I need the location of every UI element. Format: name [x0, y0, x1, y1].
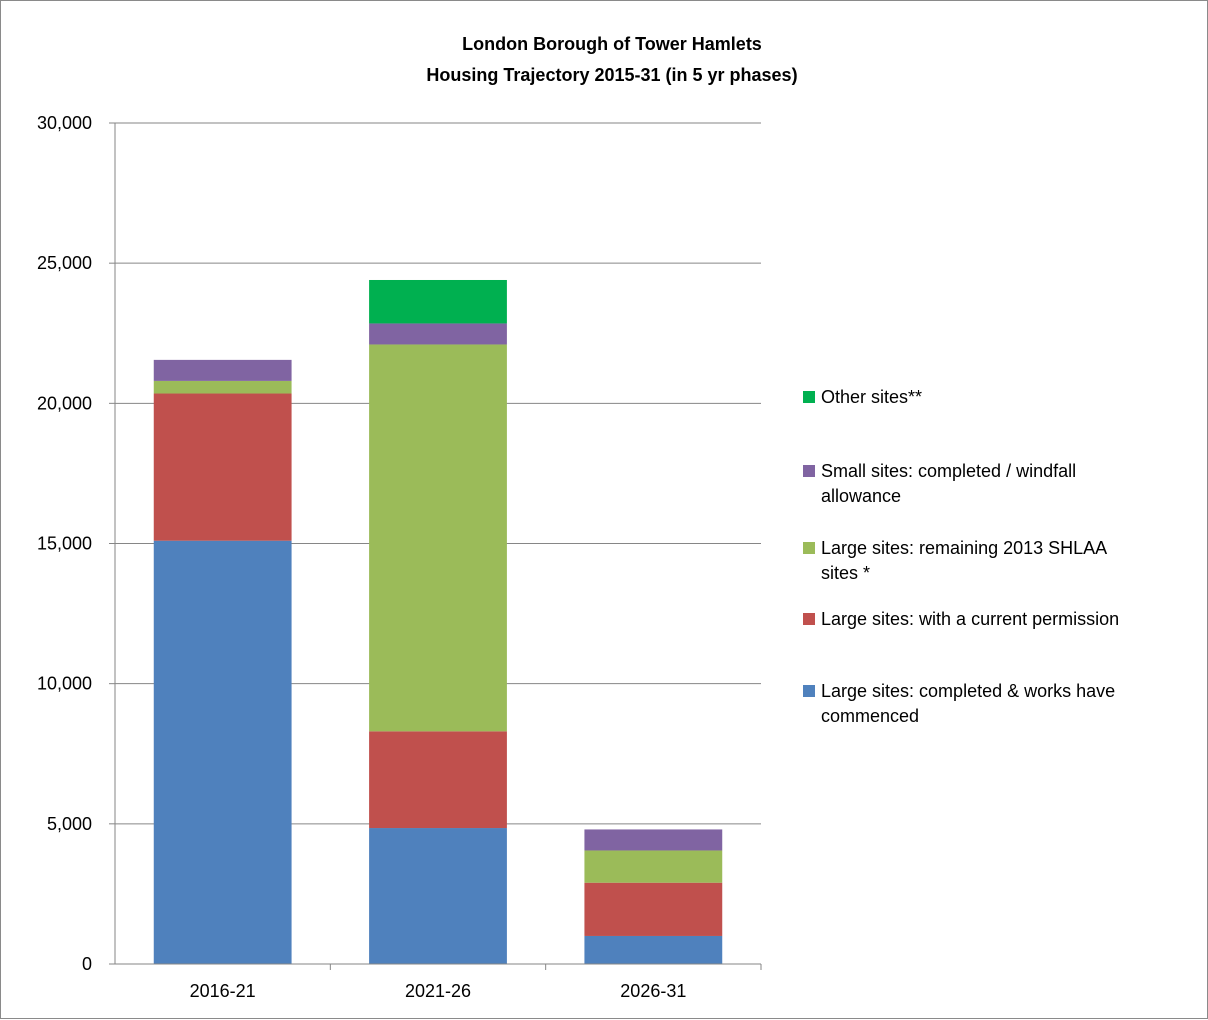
chart-title: London Borough of Tower Hamlets — [462, 34, 762, 54]
y-tick-label: 30,000 — [37, 113, 92, 133]
chart-subtitle: Housing Trajectory 2015-31 (in 5 yr phas… — [426, 65, 797, 85]
legend-swatch — [803, 465, 815, 477]
legend-label: Large sites: remaining 2013 SHLAA — [821, 538, 1107, 558]
bar-segment — [369, 323, 507, 345]
y-tick-label: 10,000 — [37, 674, 92, 694]
legend-label: Large sites: with a current permission — [821, 609, 1119, 629]
bar-segment — [369, 731, 507, 829]
legend-swatch — [803, 542, 815, 554]
y-tick-label: 5,000 — [47, 814, 92, 834]
y-tick-label: 0 — [82, 954, 92, 974]
axes: 0 5,000 10,000 15,000 20,000 25,000 30,000 2016… — [37, 113, 762, 1001]
x-tick-label: 2021-26 — [405, 981, 471, 1001]
legend-swatch — [803, 685, 815, 697]
bar-segment — [153, 380, 292, 394]
bar-segment — [584, 850, 723, 883]
bar-segment — [584, 882, 723, 936]
legend-label: sites * — [821, 563, 870, 583]
bar-segment — [369, 828, 507, 964]
bar-segment — [369, 279, 507, 324]
bar-segment — [584, 829, 723, 851]
y-tick-label: 20,000 — [37, 393, 92, 413]
legend-label: allowance — [821, 486, 901, 506]
legend-label: commenced — [821, 706, 919, 726]
legend-label: Other sites** — [821, 387, 922, 407]
y-tick-label: 25,000 — [37, 253, 92, 273]
bars — [153, 279, 723, 964]
x-tick-label: 2026-31 — [620, 981, 686, 1001]
bar-segment — [153, 540, 292, 964]
legend-label: Small sites: completed / windfall — [821, 461, 1076, 481]
legend-swatch — [803, 391, 815, 403]
y-tick-label: 15,000 — [37, 534, 92, 554]
bar-segment — [153, 359, 292, 381]
legend-label: Large sites: completed & works have — [821, 681, 1115, 701]
bar-segment — [153, 393, 292, 541]
bar-segment — [369, 344, 507, 732]
x-tick-label: 2016-21 — [190, 981, 256, 1001]
legend-swatch — [803, 613, 815, 625]
legend: Other sites** Small sites: completed / wi… — [803, 387, 1119, 726]
bar-segment — [584, 935, 723, 964]
